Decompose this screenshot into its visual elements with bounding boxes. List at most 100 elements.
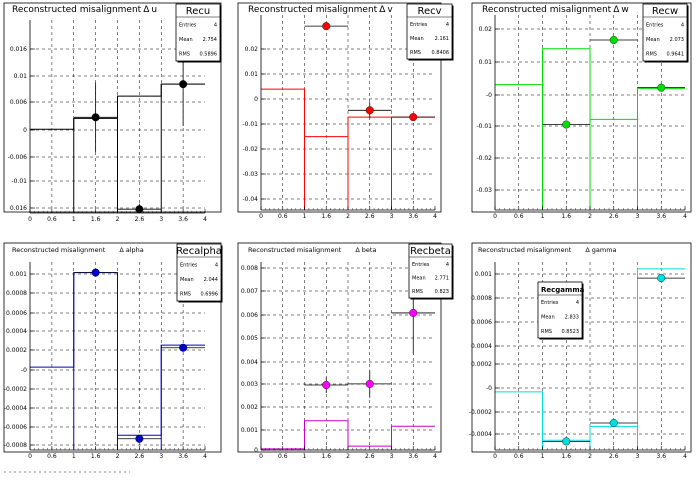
y-tick-label: 0.003	[241, 381, 258, 388]
pad-frame	[471, 242, 692, 453]
y-tick-label: -0.01	[242, 121, 258, 128]
x-tick-label: 4	[683, 213, 687, 220]
data-point-2	[365, 379, 374, 388]
y-tick-label: 0.001	[475, 271, 492, 278]
x-tick-label: 2	[346, 213, 350, 220]
x-tick-label: 0.6	[47, 453, 57, 460]
x-tick-label: 0	[28, 453, 32, 460]
histogram-panel-u: 0 0.6 1 1.6 2 2.6 3 3.6 4 0.016 0.01 0.006 0 -0.006 -0…	[3, 2, 222, 223]
stats-value: 2.073	[670, 37, 684, 43]
x-tick-label: 0	[493, 453, 497, 460]
stats-value: 0.9641	[667, 52, 685, 58]
y-tick-label: 0.001	[10, 271, 27, 278]
x-tick-label: 0	[259, 453, 263, 460]
y-tick-label: -0.0008	[4, 442, 27, 449]
stats-box: Recw Entries 4 Mean 2.073 RMS 0.9641	[642, 3, 689, 63]
data-point-3	[409, 308, 418, 317]
x-tick-label: 2	[588, 213, 592, 220]
stats-value: 2.833	[565, 315, 579, 321]
y-tick-label: 0.006	[10, 99, 27, 106]
y-tick-label: -0.0002	[4, 386, 27, 393]
x-tick-label: 3	[390, 453, 394, 460]
y-tick-label: -0.01	[11, 178, 27, 185]
y-tick-label: 0.01	[14, 73, 28, 80]
stats-frame	[176, 243, 222, 302]
stats-value: 0.8406	[432, 50, 450, 56]
histogram-panel-v: 0 0.6 1 1.6 2 2.6 3 3.6 4 0.02 0.01 0 -0.01 -0.02 -0.0…	[237, 2, 454, 220]
y-tick-label: -0.02	[242, 146, 258, 153]
x-tick-label: 3.6	[656, 213, 666, 220]
x-tick-label: 1.6	[321, 453, 331, 460]
stats-box: Recv Entries 4 Mean 2.161 RMS 0.8406	[406, 3, 454, 61]
stats-box: Recalpha Entries 4 Mean 2.044 RMS 0.6996	[176, 243, 223, 303]
y-tick-label: 0.007	[241, 288, 258, 295]
stats-value: 0.823	[435, 289, 449, 295]
stats-label: Entries	[646, 22, 664, 28]
histogram-panel-beta: 0 0.6 1 1.6 2 2.6 3 3.6 4 0.008 0.007 0.006 0.005 0.0…	[237, 242, 454, 460]
stats-value: 0.8523	[562, 329, 580, 335]
y-tick-label: 0.0004	[6, 328, 27, 335]
x-tick-label: 2.6	[365, 453, 375, 460]
stats-label: Entries	[541, 300, 559, 306]
y-tick-label: -0	[486, 385, 492, 392]
y-tick-label: 0.004	[241, 359, 258, 366]
stats-box: Recgamma Entries 4 Mean 2.833 RMS 0.8523	[537, 281, 585, 340]
stats-value: 2.161	[435, 36, 449, 42]
data-point-3	[657, 274, 666, 283]
x-tick-label: 0	[493, 213, 497, 220]
stats-label: Entries	[410, 22, 428, 28]
y-tick-label: -0.02	[476, 155, 492, 162]
x-tick-label: 2.6	[609, 213, 619, 220]
x-tick-label: 4	[203, 453, 207, 460]
stats-value: 0.6996	[201, 292, 219, 298]
data-point-3	[179, 343, 188, 352]
stats-label: RMS	[541, 329, 552, 335]
stats-box: Recbeta Entries 4 Mean 2.771 RMS 0.823	[408, 243, 454, 300]
x-tick-label: 3.6	[178, 216, 188, 223]
x-tick-label: 1	[72, 216, 76, 223]
y-tick-label: 0	[254, 447, 258, 454]
data-point-2	[609, 36, 618, 45]
stats-frame	[175, 3, 221, 62]
stats-value: 2.044	[204, 277, 218, 283]
y-tick-label: 0	[23, 127, 27, 134]
data-point-3	[179, 80, 188, 89]
data-point-1	[91, 268, 100, 277]
y-tick-label: -0	[486, 92, 492, 99]
stats-value: 2.771	[435, 276, 449, 282]
x-tick-label: 2	[116, 216, 120, 223]
y-tick-label: 0.0008	[6, 290, 27, 297]
data-point-3	[409, 113, 418, 122]
y-tick-label: 0.02	[245, 46, 259, 53]
x-tick-label: 1.6	[321, 213, 331, 220]
stats-value: 4	[446, 22, 449, 28]
stats-label: RMS	[179, 52, 190, 58]
stats-label: RMS	[410, 50, 421, 56]
data-point-1	[322, 381, 331, 390]
x-tick-label: 1.6	[91, 453, 101, 460]
stats-box: Recu Entries 4 Mean 2.754 RMS 0.5896	[175, 3, 222, 63]
x-tick-label: 2	[346, 453, 350, 460]
y-tick-label: 0.0006	[6, 310, 27, 317]
stats-label: Entries	[412, 262, 430, 268]
y-tick-label: 0.005	[241, 335, 258, 342]
data-point-2	[135, 434, 144, 443]
y-tick-label: -0.0002	[469, 409, 492, 416]
x-tick-label: 1	[541, 213, 545, 220]
y-tick-label: -0.01	[476, 123, 492, 130]
x-tick-label: 2.6	[365, 213, 375, 220]
x-tick-label: 1	[541, 453, 545, 460]
x-tick-label: 1.6	[561, 453, 571, 460]
y-tick-label: 0.001	[241, 427, 258, 434]
x-tick-label: 3.6	[178, 453, 188, 460]
x-tick-label: 1.6	[91, 216, 101, 223]
y-tick-label: 0	[254, 96, 258, 103]
x-tick-label: 3.6	[408, 453, 418, 460]
x-tick-label: 3.6	[656, 453, 666, 460]
data-point-1	[91, 113, 100, 122]
stats-frame	[408, 243, 453, 299]
x-tick-label: 3.6	[408, 213, 418, 220]
